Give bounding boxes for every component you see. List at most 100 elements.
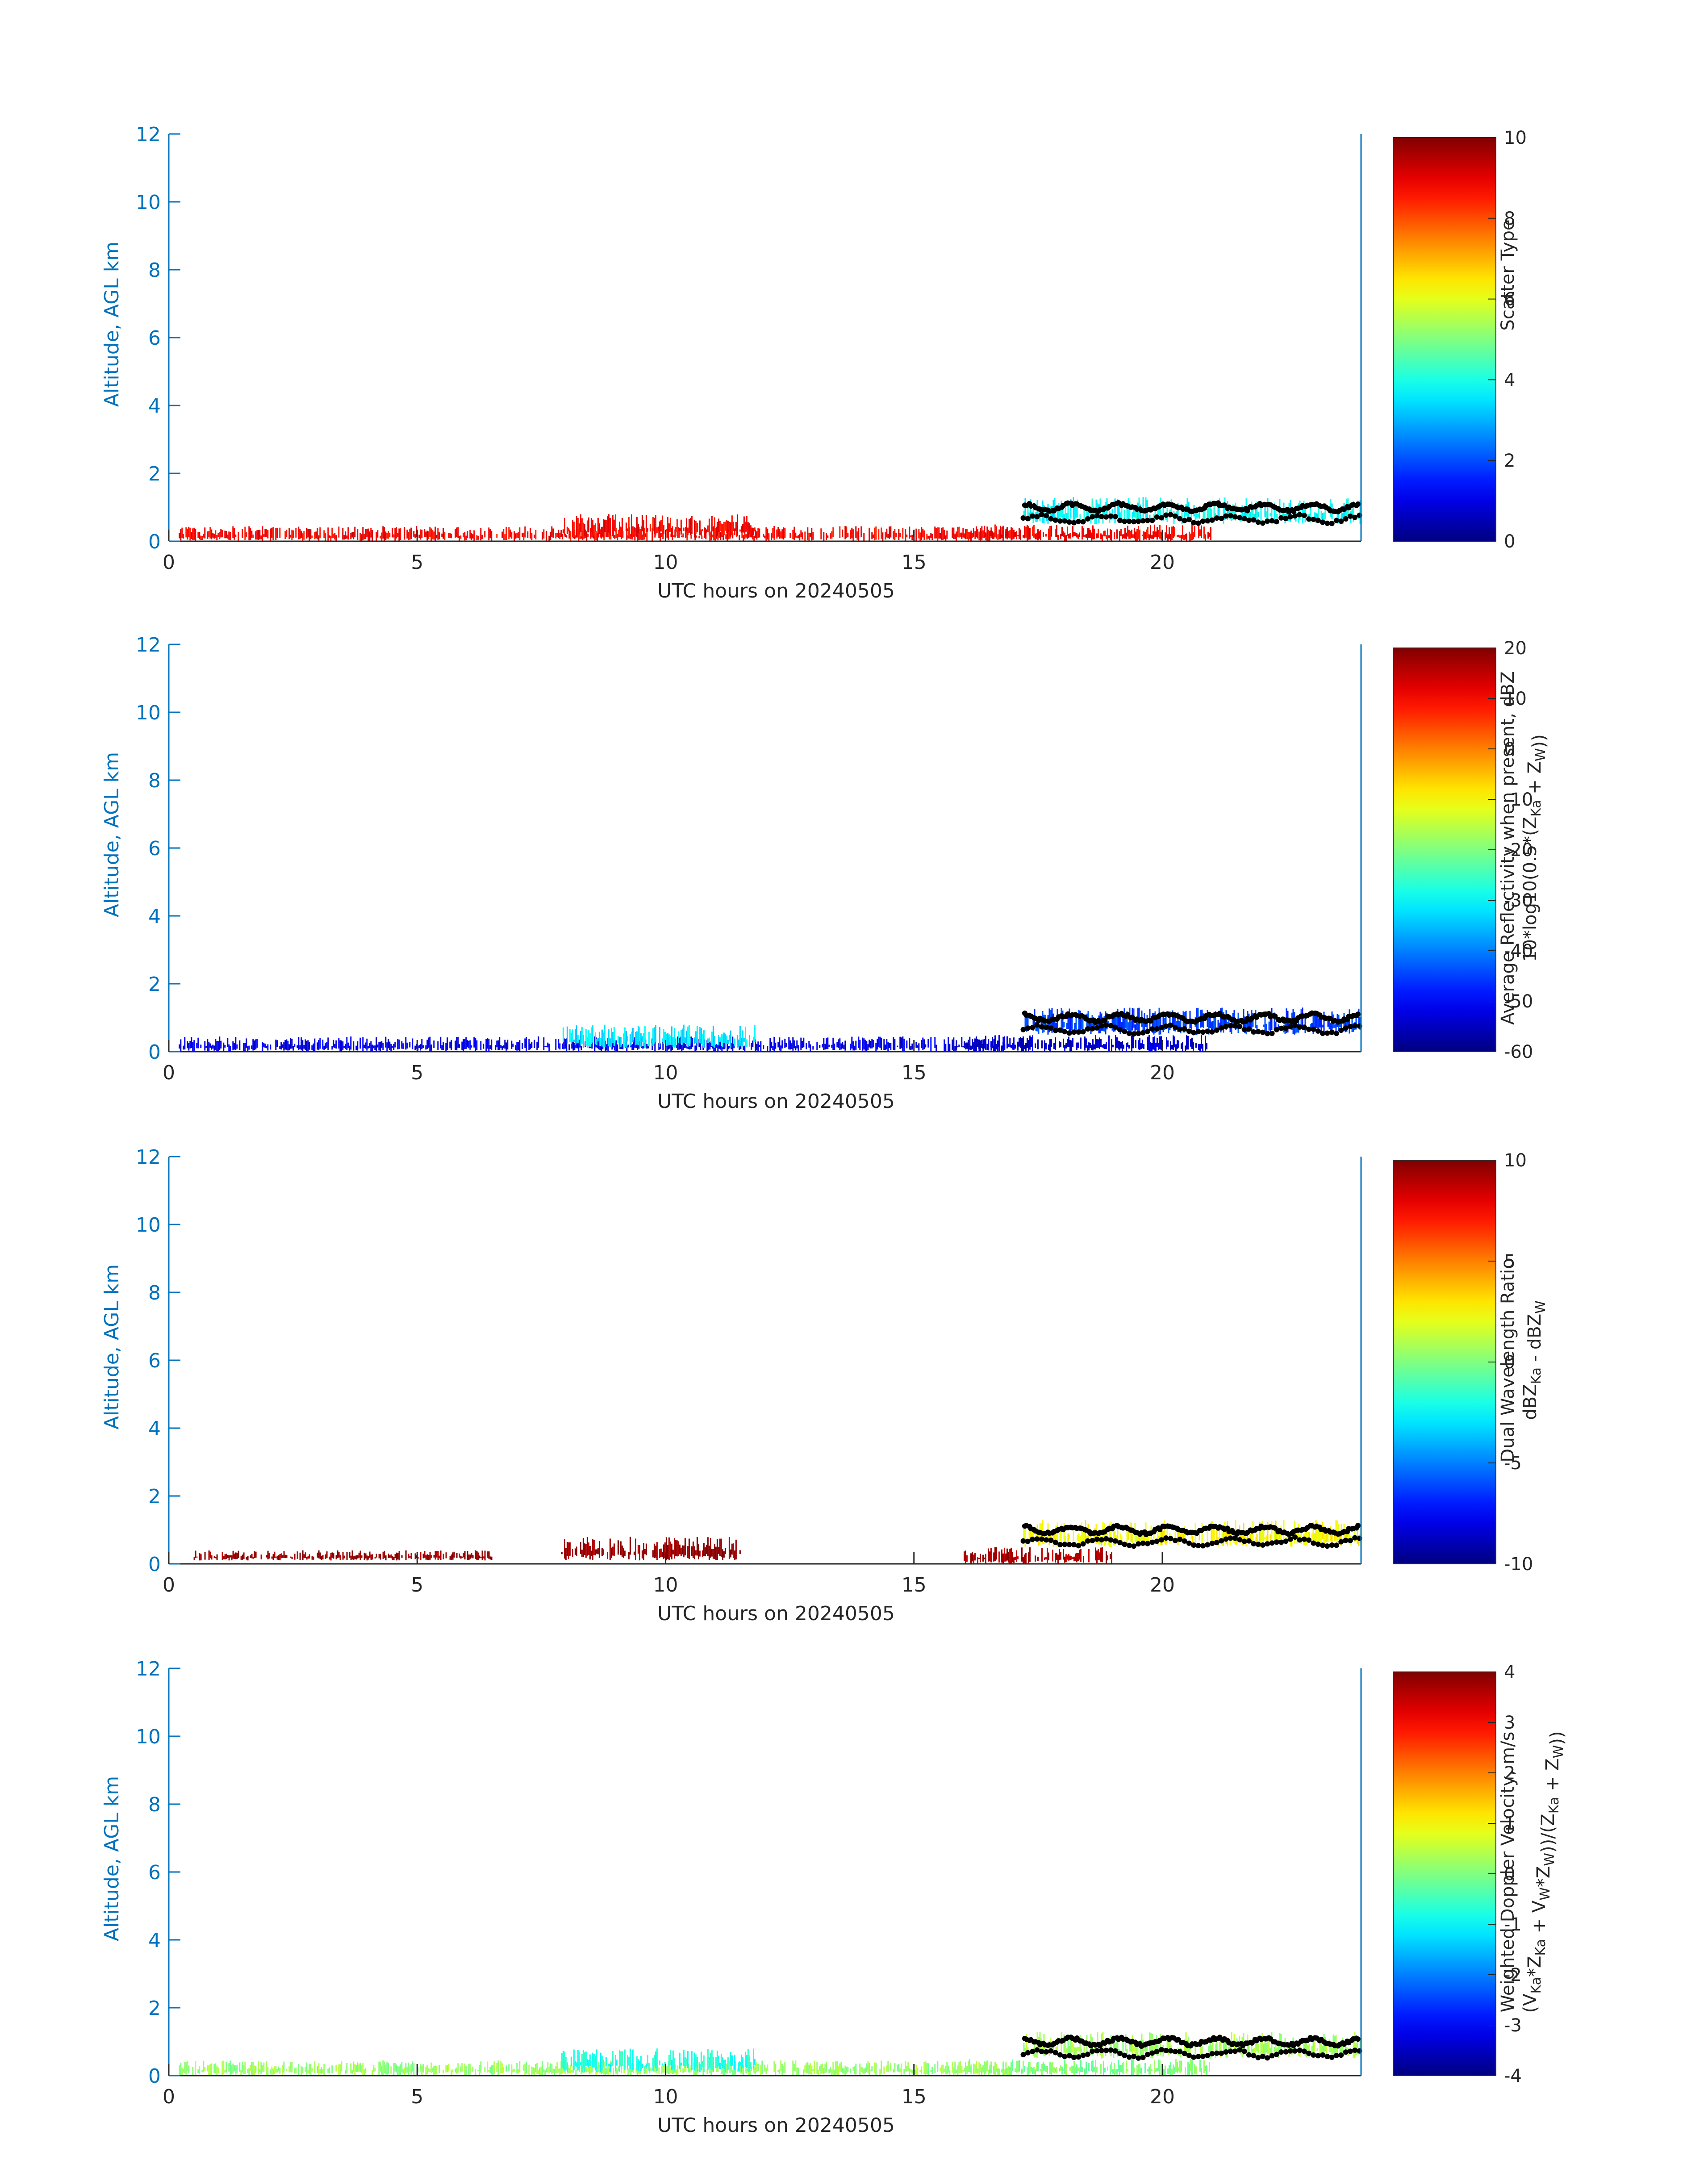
echo-column	[1320, 1525, 1322, 1546]
echo-column	[712, 2057, 714, 2072]
echo-column	[1013, 1557, 1015, 1563]
echo-column	[1247, 1532, 1249, 1540]
echo-column	[638, 526, 640, 540]
echo-column	[1063, 531, 1064, 537]
echo-column	[858, 1036, 860, 1049]
echo-column	[576, 1025, 577, 1044]
echo-column	[873, 534, 874, 538]
echo-column	[642, 1046, 644, 1049]
echo-column	[883, 1039, 885, 1050]
echo-column	[660, 532, 661, 541]
echo-column	[695, 1550, 697, 1556]
echo-column	[1223, 506, 1224, 524]
echo-column	[590, 1550, 592, 1556]
echo-column	[333, 533, 334, 538]
echo-column	[598, 2062, 600, 2073]
echo-column	[702, 1034, 703, 1046]
echo-column	[645, 533, 647, 537]
echo-column	[806, 2063, 807, 2074]
echo-column	[445, 2065, 447, 2073]
echo-column	[267, 2067, 269, 2076]
echo-column	[1148, 1536, 1149, 1542]
echo-column	[476, 535, 478, 540]
echo-column	[684, 2057, 686, 2068]
echo-column	[518, 2069, 519, 2073]
cloud-base-point	[1338, 1539, 1344, 1545]
echo-column	[234, 1043, 235, 1050]
echo-column	[956, 531, 957, 541]
echo-column	[685, 2058, 687, 2066]
cloud-base-point	[1071, 520, 1077, 526]
echo-column	[471, 533, 472, 540]
echo-column	[773, 1036, 775, 1052]
echo-column	[1154, 1011, 1156, 1033]
echo-column	[712, 534, 714, 538]
echo-column	[267, 530, 269, 539]
echo-column	[334, 1044, 336, 1048]
echo-column	[627, 1045, 629, 1048]
colorbar-gradient	[1393, 648, 1496, 1052]
echo-column	[752, 527, 754, 535]
echo-column	[1139, 529, 1140, 541]
echo-column	[1144, 1013, 1145, 1035]
x-tick-label: 0	[163, 1061, 175, 1084]
cloud-base-point	[1219, 2050, 1224, 2056]
echo-column	[322, 2069, 324, 2073]
echo-column	[739, 1026, 741, 1046]
echo-column	[921, 527, 923, 540]
echo-column	[1021, 1038, 1023, 1051]
echo-column	[1261, 2033, 1263, 2054]
echo-column	[1009, 2067, 1011, 2075]
echo-column	[1118, 1014, 1120, 1029]
echo-column	[562, 1043, 564, 1049]
echo-column	[614, 2055, 616, 2072]
cloud-base-point	[1126, 1031, 1132, 1036]
echo-column	[917, 1045, 919, 1048]
cloud-base-point	[1108, 1537, 1114, 1543]
colorbar-tick-label: 8	[1504, 209, 1515, 229]
echo-column	[1037, 1039, 1039, 1049]
echo-column	[830, 533, 831, 539]
echo-column	[449, 1556, 451, 1560]
echo-column	[246, 1038, 247, 1048]
echo-column	[441, 533, 443, 537]
echo-column	[696, 1537, 698, 1556]
echo-column	[204, 1041, 206, 1051]
echo-column	[935, 528, 937, 539]
echo-column	[511, 2064, 513, 2075]
cloud-base-point	[1255, 1542, 1261, 1547]
echo-column	[239, 1040, 241, 1050]
echo-column	[734, 1550, 735, 1560]
echo-column	[1174, 1036, 1175, 1048]
echo-column	[744, 522, 746, 532]
y-tick-label: 10	[136, 1726, 161, 1748]
echo-column	[970, 2067, 972, 2072]
echo-column	[497, 1040, 499, 1050]
echo-column	[252, 1039, 254, 1051]
echo-column	[1156, 1019, 1157, 1032]
echo-column	[1235, 503, 1236, 521]
echo-column	[528, 2064, 530, 2076]
y-tick-label: 4	[148, 1929, 161, 1952]
echo-column	[1191, 2060, 1193, 2075]
cloud-base-point	[1149, 2050, 1155, 2056]
echo-column	[414, 1045, 416, 1050]
echo-column	[580, 2063, 582, 2074]
echo-column	[993, 532, 994, 539]
cloud-base-point	[1200, 518, 1206, 524]
echo-column	[748, 523, 750, 534]
echo-column	[363, 2069, 365, 2076]
echo-column	[651, 1040, 652, 1044]
echo-column	[646, 531, 648, 541]
echo-column	[262, 526, 263, 541]
echo-column	[704, 528, 706, 537]
echo-column	[547, 1042, 549, 1048]
echo-column	[749, 2070, 751, 2075]
echo-column	[612, 1546, 614, 1556]
echo-column	[692, 1542, 694, 1559]
cloud-base-point	[1136, 1031, 1141, 1036]
echo-column	[972, 1551, 973, 1562]
echo-column	[1134, 2067, 1135, 2073]
echo-column	[1031, 1528, 1033, 1541]
echo-column	[556, 533, 558, 537]
